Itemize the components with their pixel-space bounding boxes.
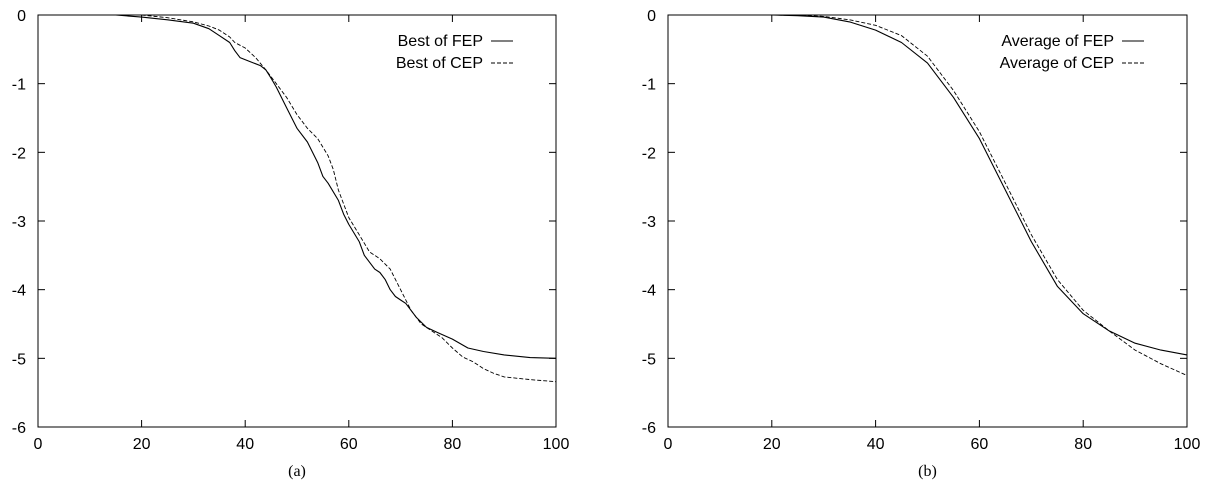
- panel-caption: (a): [288, 463, 306, 480]
- legend-label-2: Average of CEP: [1000, 55, 1114, 72]
- x-tick-label: 100: [543, 436, 570, 453]
- y-tick-label: -2: [642, 145, 656, 162]
- x-tick-label: 20: [133, 436, 151, 453]
- x-tick-label: 20: [763, 436, 781, 453]
- series-line-2: [141, 14, 557, 383]
- y-tick-label: -1: [12, 77, 26, 94]
- series-line-2: [771, 14, 1188, 376]
- y-tick-label: -4: [642, 283, 656, 300]
- x-tick-label: 60: [340, 436, 358, 453]
- y-tick-label: -3: [642, 214, 656, 231]
- chart-panel-1: 0 20 40 60 80 100 0 -1 -2 -3 -4 -5 -6 Best of FEP Best…: [12, 8, 570, 480]
- x-tick-label: 80: [444, 436, 462, 453]
- y-tick-label: -4: [12, 283, 26, 300]
- x-tick-label: 100: [1174, 436, 1201, 453]
- panel-caption: (b): [918, 463, 937, 480]
- y-tick-label: -6: [12, 420, 26, 437]
- y-tick-label: -3: [12, 214, 26, 231]
- x-tick-label: 60: [971, 436, 989, 453]
- y-tick-label: -2: [12, 145, 26, 162]
- chart-panel-2: 0 20 40 60 80 100 0 -1 -2 -3 -4 -5 -6 Average of FEP A…: [642, 8, 1201, 480]
- series-line-1: [95, 14, 557, 359]
- x-tick-label: 0: [34, 436, 43, 453]
- y-tick-label: -1: [642, 77, 656, 94]
- y-tick-label: 0: [17, 8, 26, 25]
- legend-label-2: Best of CEP: [396, 55, 483, 72]
- x-tick-label: 40: [236, 436, 254, 453]
- x-tick-label: 40: [867, 436, 885, 453]
- y-tick-label: -5: [12, 351, 26, 368]
- y-tick-label: -6: [642, 420, 656, 437]
- plot-frame: [37, 14, 557, 428]
- series-line-1: [771, 14, 1188, 356]
- plot-frame: [667, 14, 1188, 428]
- legend-label-1: Average of FEP: [1001, 33, 1114, 50]
- y-tick-label: -5: [642, 351, 656, 368]
- x-tick-label: 0: [664, 436, 673, 453]
- legend-label-1: Best of FEP: [398, 33, 483, 50]
- x-tick-label: 80: [1074, 436, 1092, 453]
- y-tick-label: 0: [647, 8, 656, 25]
